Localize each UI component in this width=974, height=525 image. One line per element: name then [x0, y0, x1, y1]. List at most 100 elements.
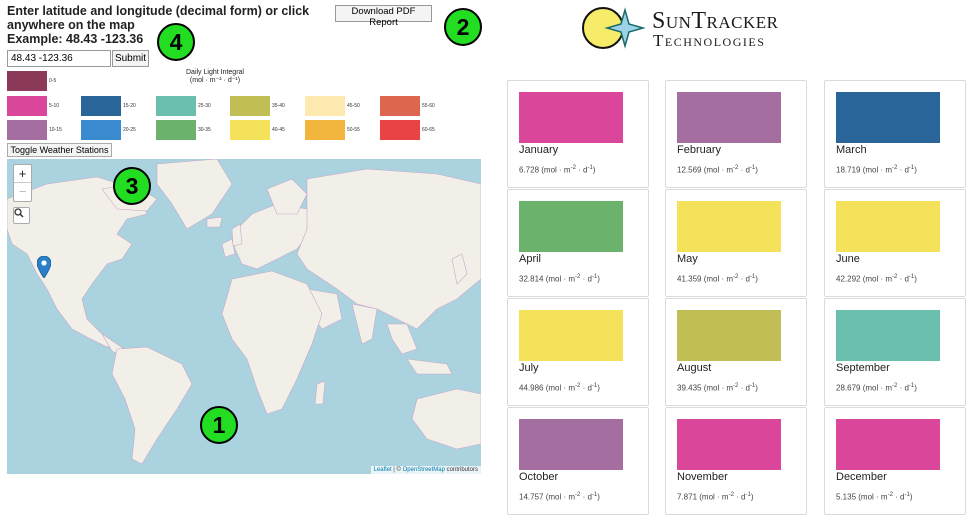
legend-label: 15-20	[123, 103, 136, 109]
attribution-separator: | ©	[391, 467, 403, 473]
month-color-swatch	[677, 201, 781, 252]
world-map[interactable]: + − Leaflet | © OpenStreetMap contributo…	[7, 159, 481, 474]
unit-exponent: -1	[908, 165, 915, 171]
legend-swatch	[156, 120, 196, 140]
legend-item: 35-40	[230, 96, 285, 116]
instructions-line: anywhere on the map	[7, 18, 135, 32]
month-name: May	[677, 253, 698, 265]
unit-suffix: )	[592, 165, 596, 175]
zoom-out-button[interactable]: −	[18, 184, 27, 199]
map-search-icon[interactable]	[13, 207, 30, 224]
logo-text: SunTracker Technologies	[652, 8, 779, 51]
unit-prefix: (mol · m	[862, 165, 893, 175]
example-line: Example: 48.43 -123.36	[7, 32, 144, 46]
legend-item: 0-5	[7, 71, 56, 91]
toggle-weather-stations-button[interactable]: Toggle Weather Stations	[7, 143, 112, 157]
month-card: May 41.359 (mol · m-2 · d-1)	[665, 189, 807, 297]
unit-suffix: )	[597, 274, 600, 284]
unit-exponent: -2	[575, 274, 581, 280]
month-name: February	[677, 144, 722, 156]
dli-number: 44.986	[519, 383, 544, 393]
leaflet-link[interactable]: Leaflet	[373, 467, 392, 473]
legend-swatch	[230, 96, 270, 116]
month-name: June	[836, 253, 860, 265]
unit-suffix: )	[597, 383, 600, 393]
monthly-dli-cards: January 6.728 (mol · m-2 · d-1) February 12…	[507, 80, 967, 516]
month-color-swatch	[677, 310, 781, 361]
openstreetmap-link[interactable]: OpenStreetMap	[402, 467, 445, 473]
month-dli-value: 7.871 (mol · m-2 · d-1)	[677, 492, 754, 502]
month-name: January	[519, 144, 559, 156]
unit-suffix: )	[914, 274, 917, 284]
legend-swatch	[81, 120, 121, 140]
unit-prefix: (mol · m	[703, 165, 734, 175]
legend-label: 10-15	[49, 127, 62, 133]
unit-prefix: (mol · m	[703, 383, 734, 393]
dli-number: 5.135	[836, 492, 857, 502]
month-color-swatch	[677, 419, 781, 470]
legend-label: 20-25	[123, 127, 136, 133]
legend-unit: (mol · m⁻² · d⁻¹)	[189, 77, 241, 84]
month-name: April	[519, 253, 542, 265]
unit-prefix: (mol · m	[541, 165, 571, 175]
month-dli-value: 42.292 (mol · m-2 · d-1)	[836, 274, 917, 284]
unit-suffix: )	[755, 383, 758, 393]
callout-map: 1	[200, 406, 238, 444]
unit-suffix: )	[914, 165, 917, 175]
dli-number: 42.292	[836, 274, 861, 284]
zoom-in-button[interactable]: +	[14, 165, 31, 183]
month-name: December	[836, 471, 887, 483]
legend-swatch	[7, 71, 47, 91]
unit-prefix: (mol · m	[699, 492, 729, 502]
dli-number: 18.719	[836, 165, 861, 175]
month-color-swatch	[836, 419, 940, 470]
instructions-line: Enter latitude and longitude (decimal fo…	[7, 4, 310, 18]
month-card: December 5.135 (mol · m-2 · d-1)	[824, 407, 966, 515]
dli-number: 41.359	[677, 274, 702, 284]
submit-button[interactable]: Submit	[112, 50, 149, 67]
month-card: June 42.292 (mol · m-2 · d-1)	[824, 189, 966, 297]
legend-title-line: Daily Light Integral	[186, 69, 244, 76]
legend-item: 5-10	[7, 96, 59, 116]
month-card: November 7.871 (mol · m-2 · d-1)	[665, 407, 807, 515]
unit-exponent: -1	[908, 274, 915, 280]
unit-exponent: -2	[887, 492, 893, 498]
unit-exponent: -2	[733, 165, 739, 171]
legend-title: Daily Light Integral (mol · m⁻² · d⁻¹)	[170, 69, 260, 85]
month-card: August 39.435 (mol · m-2 · d-1)	[665, 298, 807, 406]
dli-number: 39.435	[677, 383, 702, 393]
unit-mid: · d	[738, 274, 750, 284]
legend-item: 20-25	[81, 120, 136, 140]
unit-exponent: -1	[591, 383, 598, 389]
logo-name: SunTracker	[652, 8, 779, 34]
unit-mid: · d	[738, 383, 750, 393]
legend-item: 25-30	[156, 96, 211, 116]
unit-mid: · d	[575, 165, 588, 175]
attribution-tail: contributors	[444, 467, 478, 473]
instructions-text: Enter latitude and longitude (decimal fo…	[7, 4, 327, 46]
month-dli-value: 39.435 (mol · m-2 · d-1)	[677, 383, 758, 393]
unit-suffix: )	[597, 492, 600, 502]
unit-exponent: -1	[749, 165, 756, 171]
unit-mid: · d	[580, 274, 592, 284]
month-dli-value: 44.986 (mol · m-2 · d-1)	[519, 383, 600, 393]
zoom-control: + −	[13, 164, 32, 202]
legend-item: 50-55	[305, 120, 360, 140]
legend-label: 25-30	[198, 103, 211, 109]
unit-exponent: -2	[728, 492, 734, 498]
month-color-swatch	[836, 310, 940, 361]
dli-number: 14.757	[519, 492, 544, 502]
coordinates-input[interactable]	[7, 50, 111, 67]
legend-swatch	[305, 120, 345, 140]
month-card: October 14.757 (mol · m-2 · d-1)	[507, 407, 649, 515]
unit-mid: · d	[738, 165, 750, 175]
month-name: August	[677, 362, 712, 374]
month-name: September	[836, 362, 890, 374]
dli-number: 12.569	[677, 165, 702, 175]
legend-swatch	[380, 120, 420, 140]
legend-swatch	[230, 120, 270, 140]
unit-mid: · d	[897, 383, 909, 393]
unit-exponent: -2	[892, 274, 898, 280]
month-dli-value: 12.569 (mol · m-2 · d-1)	[677, 165, 758, 175]
download-pdf-button[interactable]: Download PDF Report	[335, 5, 432, 28]
